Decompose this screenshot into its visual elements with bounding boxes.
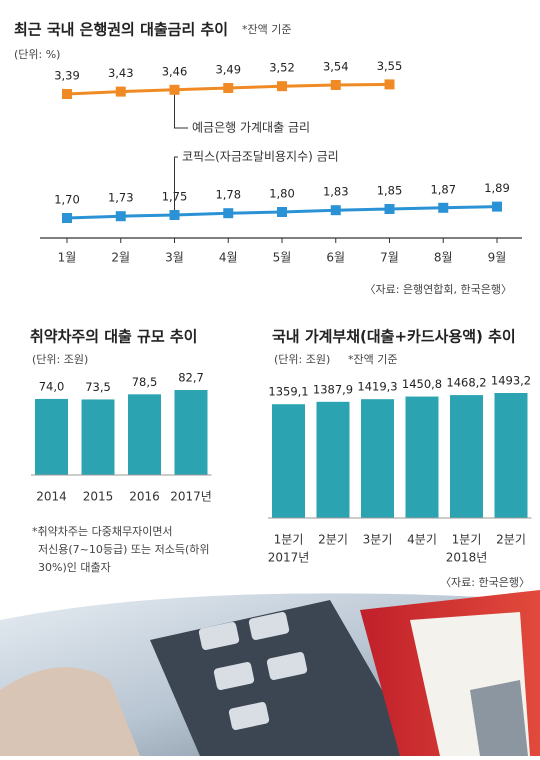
- x-tick-label: 7월: [380, 251, 399, 265]
- leader: [174, 94, 188, 129]
- marker: [115, 211, 126, 222]
- bar: [405, 396, 439, 518]
- x-tick-label: 2014: [36, 490, 67, 504]
- marker: [438, 202, 449, 213]
- data-label: 1419,3: [357, 380, 397, 394]
- x-tick-label: 4분기: [407, 533, 437, 547]
- marker: [277, 81, 287, 92]
- x-tick-label: 8월: [434, 251, 453, 265]
- data-label: 1,87: [430, 182, 456, 196]
- bar: [361, 399, 394, 518]
- subtitle: *잔액 기준: [242, 23, 291, 36]
- data-label: 1,73: [108, 191, 134, 205]
- data-label: 1,83: [323, 185, 349, 199]
- data-label: 1,78: [215, 188, 241, 202]
- data-label: 3,46: [162, 64, 188, 78]
- marker: [115, 86, 126, 97]
- marker: [492, 201, 502, 212]
- bar: [174, 390, 208, 475]
- marker: [384, 204, 395, 214]
- year-label: 2017년: [268, 551, 310, 565]
- data-label: 1,89: [484, 181, 510, 195]
- x-tick-label: 9월: [488, 251, 507, 265]
- chart-title: 국내 가계부채(대출+카드사용액) 추이: [272, 328, 516, 346]
- note: *취약차주는 다중채무자이면서: [32, 524, 173, 538]
- x-tick-label: 2017년: [170, 490, 212, 504]
- marker: [330, 205, 341, 216]
- unit: (단위: %): [14, 48, 60, 61]
- data-label: 1,80: [269, 187, 295, 201]
- data-label: 3,54: [323, 60, 349, 74]
- unit: (단위: 조원): [32, 353, 88, 366]
- year-label: 2018년: [446, 551, 488, 565]
- marker: [62, 89, 72, 99]
- x-tick-label: 2분기: [496, 533, 526, 547]
- data-label: 82,7: [178, 371, 204, 385]
- x-tick-label: 2015: [83, 490, 114, 504]
- x-tick-label: 1분기: [452, 533, 482, 547]
- data-label: 74,0: [39, 379, 65, 393]
- bar: [128, 394, 161, 475]
- data-label: 3,39: [54, 69, 80, 83]
- x-tick-label: 3월: [165, 251, 184, 265]
- bar: [494, 393, 528, 518]
- x-tick-label: 1분기: [274, 533, 304, 547]
- data-label: 3,49: [215, 63, 241, 77]
- bar: [450, 395, 483, 518]
- x-tick-label: 2월: [111, 251, 130, 265]
- data-label: 3,55: [377, 59, 403, 73]
- data-label: 3,52: [269, 61, 295, 75]
- x-tick-label: 1월: [58, 251, 77, 265]
- data-label: 1,85: [377, 184, 403, 198]
- legend-entry: 예금은행 가계대출 금리: [192, 120, 310, 135]
- legend-entry: 코픽스(자금조달비용지수) 금리: [182, 150, 339, 164]
- data-label: 1,70: [54, 193, 80, 207]
- x-tick-label: 2분기: [318, 533, 348, 547]
- photo: [0, 590, 540, 756]
- x-tick-label: 3분기: [363, 533, 393, 547]
- bar: [35, 398, 68, 475]
- marker: [384, 79, 395, 90]
- x-tick-label: 4월: [219, 251, 238, 265]
- marker: [62, 213, 72, 223]
- marker: [330, 80, 341, 90]
- marker: [169, 84, 180, 95]
- x-tick-label: 5월: [273, 251, 292, 265]
- marker: [169, 210, 180, 220]
- marker: [277, 207, 287, 217]
- chart-title: 취약차주의 대출 규모 추이: [30, 328, 197, 346]
- data-label: 78,5: [132, 375, 158, 389]
- bar: [316, 401, 350, 518]
- marker: [223, 83, 234, 93]
- x-tick-label: 6월: [326, 251, 345, 265]
- unit: (단위: 조원): [274, 353, 330, 366]
- marker: [223, 208, 234, 219]
- source: 〈자료: 한국은행〉: [440, 576, 530, 589]
- subtitle: *잔액 기준: [348, 353, 397, 366]
- source: 〈자료: 은행연합회, 한국은행〉: [364, 283, 512, 296]
- leader: [174, 156, 178, 210]
- note: 저신용(7~10등급) 또는 저소득(하위: [38, 542, 210, 556]
- data-label: 73,5: [85, 380, 111, 394]
- bar: [272, 404, 305, 518]
- data-label: 1493,2: [491, 374, 531, 388]
- data-label: 1450,8: [402, 377, 442, 391]
- data-label: 3,43: [108, 66, 134, 80]
- bar: [81, 399, 115, 475]
- chart-title: 최근 국내 은행권의 대출금리 추이: [14, 21, 228, 39]
- x-tick-label: 2016: [129, 490, 160, 504]
- data-label: 1468,2: [446, 376, 486, 390]
- data-label: 1387,9: [313, 382, 353, 396]
- note: 30%)인 대출자: [38, 561, 111, 574]
- data-label: 1359,1: [268, 385, 308, 399]
